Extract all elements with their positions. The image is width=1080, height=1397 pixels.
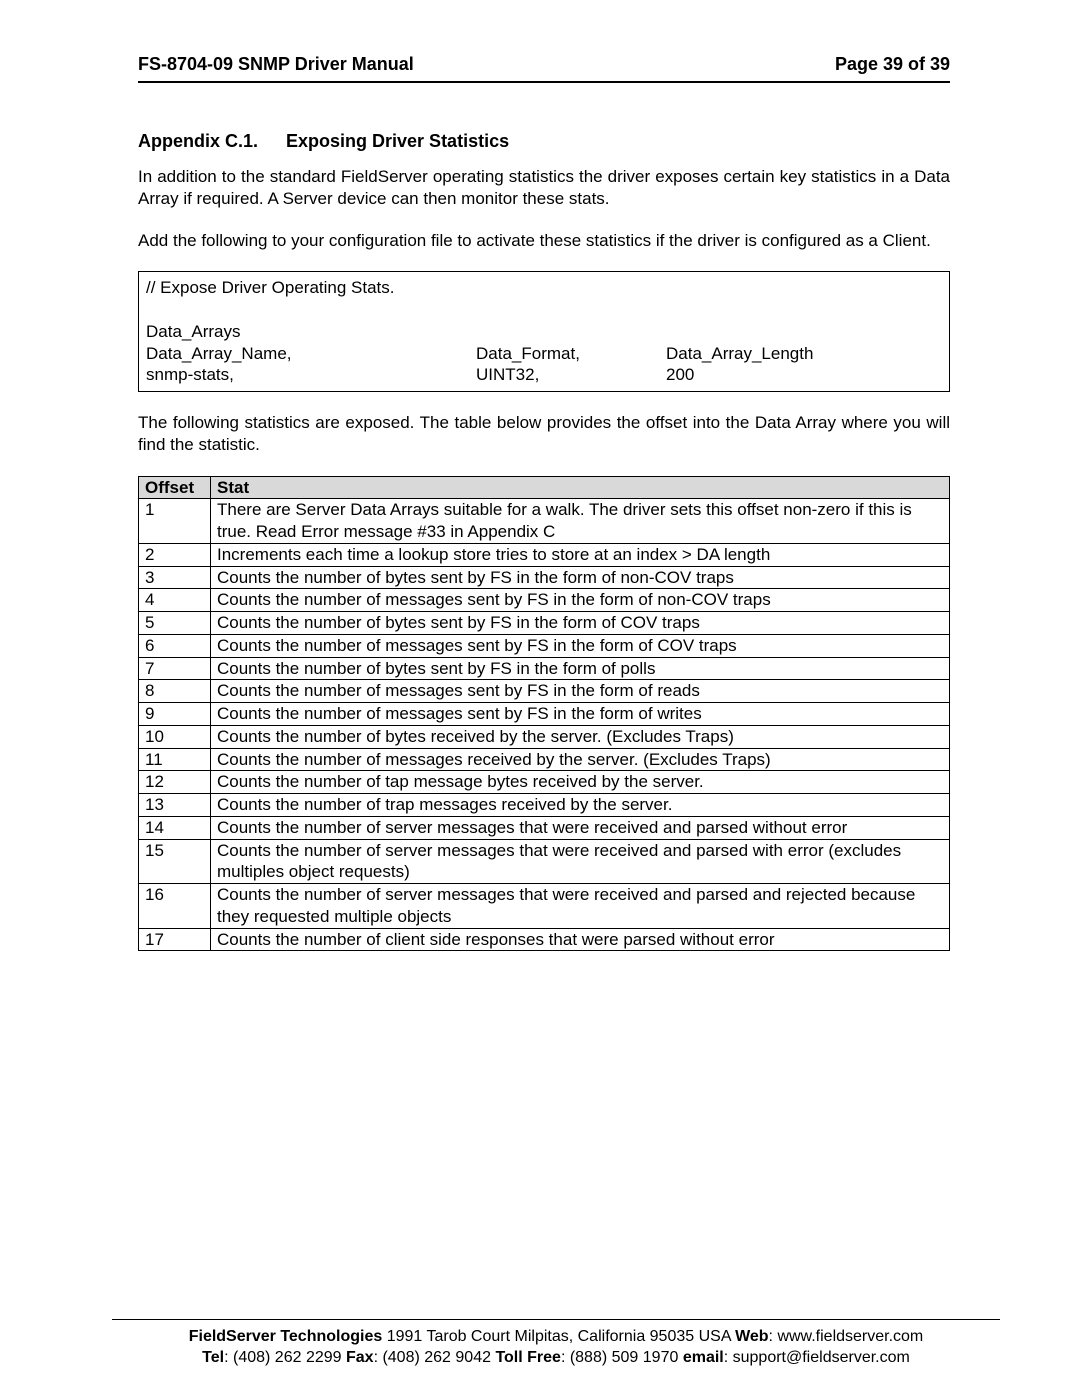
page-number: Page 39 of 39 <box>835 54 950 75</box>
cell-stat: Counts the number of messages sent by FS… <box>211 680 950 703</box>
config-data-row: snmp-stats, UINT32, 200 <box>146 364 942 386</box>
footer-tel: : (408) 262 2299 <box>224 1349 346 1366</box>
footer-address: 1991 Tarob Court Milpitas, California 95… <box>382 1328 735 1345</box>
config-header-row: Data_Array_Name, Data_Format, Data_Array… <box>146 343 942 365</box>
cell-offset: 13 <box>139 794 211 817</box>
cell-offset: 3 <box>139 566 211 589</box>
cell-offset: 12 <box>139 771 211 794</box>
config-comment: // Expose Driver Operating Stats. <box>146 277 942 299</box>
footer-line-1: FieldServer Technologies 1991 Tarob Cour… <box>112 1326 1000 1348</box>
table-header-row: Offset Stat <box>139 476 950 499</box>
table-row: 15Counts the number of server messages t… <box>139 839 950 884</box>
config-value-format: UINT32, <box>476 364 666 386</box>
table-row: 7Counts the number of bytes sent by FS i… <box>139 657 950 680</box>
cell-stat: Counts the number of bytes sent by FS in… <box>211 657 950 680</box>
cell-stat: Counts the number of server messages tha… <box>211 884 950 929</box>
table-row: 3Counts the number of bytes sent by FS i… <box>139 566 950 589</box>
config-header-length: Data_Array_Length <box>666 343 942 365</box>
footer-email-label: email <box>683 1349 724 1366</box>
config-header-format: Data_Format, <box>476 343 666 365</box>
cell-stat: Counts the number of bytes received by t… <box>211 725 950 748</box>
cell-offset: 8 <box>139 680 211 703</box>
cell-offset: 17 <box>139 928 211 951</box>
cell-offset: 7 <box>139 657 211 680</box>
table-row: 1There are Server Data Arrays suitable f… <box>139 499 950 544</box>
cell-offset: 15 <box>139 839 211 884</box>
cell-stat: Counts the number of bytes sent by FS in… <box>211 566 950 589</box>
page-footer: FieldServer Technologies 1991 Tarob Cour… <box>112 1319 1000 1369</box>
cell-offset: 6 <box>139 634 211 657</box>
cell-offset: 4 <box>139 589 211 612</box>
table-row: 5Counts the number of bytes sent by FS i… <box>139 612 950 635</box>
cell-stat: Increments each time a lookup store trie… <box>211 543 950 566</box>
footer-fax: : (408) 262 9042 <box>374 1349 496 1366</box>
footer-fax-label: Fax <box>346 1349 374 1366</box>
table-row: 12Counts the number of tap message bytes… <box>139 771 950 794</box>
table-row: 13Counts the number of trap messages rec… <box>139 794 950 817</box>
table-row: 9Counts the number of messages sent by F… <box>139 703 950 726</box>
cell-offset: 14 <box>139 816 211 839</box>
config-value-name: snmp-stats, <box>146 364 476 386</box>
add-paragraph: Add the following to your configuration … <box>138 230 950 252</box>
config-snippet: // Expose Driver Operating Stats. Data_A… <box>138 271 950 392</box>
exposed-paragraph: The following statistics are exposed. Th… <box>138 412 950 456</box>
footer-company: FieldServer Technologies <box>189 1328 383 1345</box>
cell-offset: 2 <box>139 543 211 566</box>
config-header-name: Data_Array_Name, <box>146 343 476 365</box>
table-row: 8Counts the number of messages sent by F… <box>139 680 950 703</box>
intro-paragraph: In addition to the standard FieldServer … <box>138 166 950 210</box>
cell-stat: Counts the number of messages received b… <box>211 748 950 771</box>
cell-stat: Counts the number of client side respons… <box>211 928 950 951</box>
footer-tel-label: Tel <box>202 1349 224 1366</box>
footer-web-label: Web <box>735 1328 768 1345</box>
table-row: 14Counts the number of server messages t… <box>139 816 950 839</box>
table-row: 6Counts the number of messages sent by F… <box>139 634 950 657</box>
footer-web: : www.fieldserver.com <box>769 1328 924 1345</box>
cell-stat: Counts the number of tap message bytes r… <box>211 771 950 794</box>
col-header-offset: Offset <box>139 476 211 499</box>
cell-offset: 16 <box>139 884 211 929</box>
footer-line-2: Tel: (408) 262 2299 Fax: (408) 262 9042 … <box>112 1347 1000 1369</box>
table-row: 4Counts the number of messages sent by F… <box>139 589 950 612</box>
table-row: 11Counts the number of messages received… <box>139 748 950 771</box>
table-row: 2Increments each time a lookup store tri… <box>139 543 950 566</box>
section-heading: Appendix C.1. Exposing Driver Statistics <box>138 131 950 152</box>
table-row: 17Counts the number of client side respo… <box>139 928 950 951</box>
cell-stat: Counts the number of messages sent by FS… <box>211 634 950 657</box>
cell-stat: Counts the number of server messages tha… <box>211 816 950 839</box>
table-row: 16Counts the number of server messages t… <box>139 884 950 929</box>
cell-offset: 11 <box>139 748 211 771</box>
cell-stat: Counts the number of bytes sent by FS in… <box>211 612 950 635</box>
doc-title: FS-8704-09 SNMP Driver Manual <box>138 54 414 75</box>
footer-email: : support@fieldserver.com <box>724 1349 910 1366</box>
page-header: FS-8704-09 SNMP Driver Manual Page 39 of… <box>138 54 950 83</box>
col-header-stat: Stat <box>211 476 950 499</box>
footer-tollfree: : (888) 509 1970 <box>561 1349 683 1366</box>
page-content: FS-8704-09 SNMP Driver Manual Page 39 of… <box>0 0 1080 951</box>
cell-offset: 5 <box>139 612 211 635</box>
cell-stat: Counts the number of messages sent by FS… <box>211 703 950 726</box>
cell-stat: Counts the number of messages sent by FS… <box>211 589 950 612</box>
cell-offset: 9 <box>139 703 211 726</box>
section-number: Appendix C.1. <box>138 131 258 151</box>
table-row: 10Counts the number of bytes received by… <box>139 725 950 748</box>
cell-stat: Counts the number of trap messages recei… <box>211 794 950 817</box>
stats-table: Offset Stat 1There are Server Data Array… <box>138 476 950 952</box>
cell-stat: There are Server Data Arrays suitable fo… <box>211 499 950 544</box>
config-value-length: 200 <box>666 364 942 386</box>
cell-stat: Counts the number of server messages tha… <box>211 839 950 884</box>
cell-offset: 10 <box>139 725 211 748</box>
cell-offset: 1 <box>139 499 211 544</box>
config-arrays-label: Data_Arrays <box>146 321 942 343</box>
footer-tollfree-label: Toll Free <box>495 1349 561 1366</box>
section-title-text: Exposing Driver Statistics <box>286 131 509 151</box>
